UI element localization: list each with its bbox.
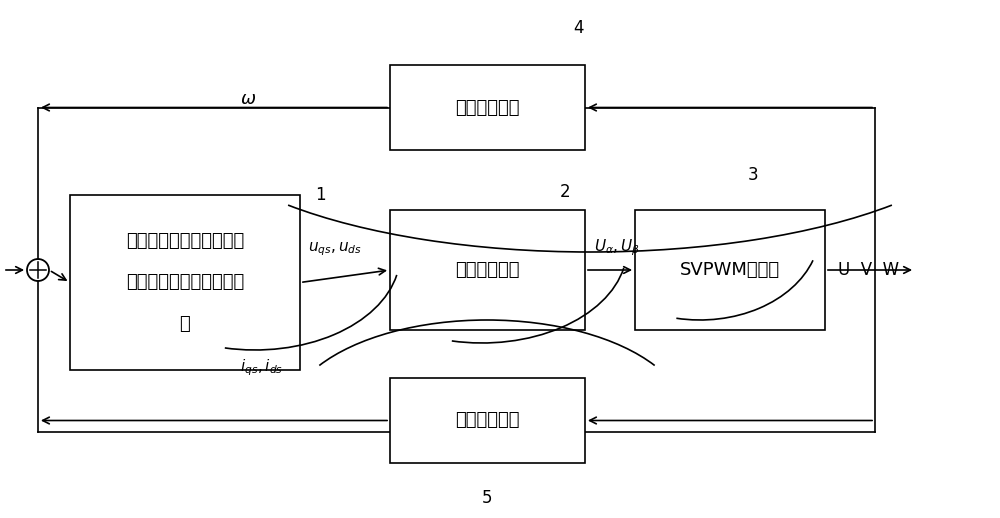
Text: $u_{qs},u_{ds}$: $u_{qs},u_{ds}$ — [308, 240, 362, 258]
Text: SVPWM逆变器: SVPWM逆变器 — [680, 261, 780, 279]
Bar — [70, 195, 300, 370]
Text: 转速检测单元: 转速检测单元 — [455, 98, 520, 117]
Text: 考虑输入饱和的永磁同步: 考虑输入饱和的永磁同步 — [126, 232, 244, 250]
Bar — [635, 210, 825, 330]
Bar — [390, 378, 585, 463]
Text: U  V  W: U V W — [838, 261, 899, 279]
Text: 1: 1 — [315, 186, 325, 204]
Bar — [390, 65, 585, 150]
Text: 电动机命令滤波离散控制: 电动机命令滤波离散控制 — [126, 274, 244, 292]
Text: 坐标变换单元: 坐标变换单元 — [455, 261, 520, 279]
Text: 4: 4 — [573, 19, 583, 37]
Text: $\omega$: $\omega$ — [240, 90, 256, 108]
Text: $i_{qs},i_{ds}$: $i_{qs},i_{ds}$ — [240, 357, 283, 378]
Text: 2: 2 — [560, 183, 570, 201]
Text: 器: 器 — [180, 315, 190, 333]
Bar — [390, 210, 585, 330]
Text: 3: 3 — [748, 166, 758, 184]
Text: $U_{\alpha},U_{\beta}$: $U_{\alpha},U_{\beta}$ — [594, 237, 640, 258]
Text: 电流检测单元: 电流检测单元 — [455, 411, 520, 429]
Text: 5: 5 — [482, 489, 492, 507]
